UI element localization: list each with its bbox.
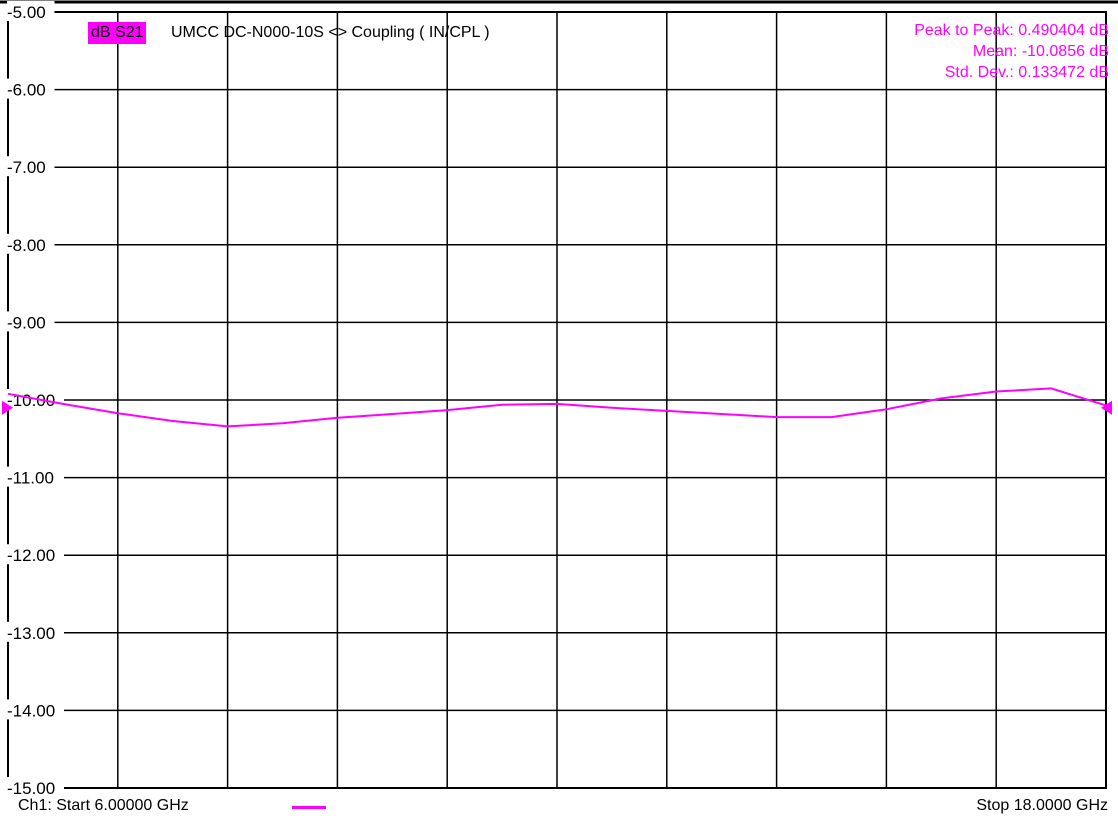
y-tick-label-bg xyxy=(7,621,64,642)
y-tick-label: -15.00 xyxy=(7,779,55,798)
trace-tag[interactable]: dB S21 xyxy=(88,22,147,44)
y-tick-label: -7.00 xyxy=(7,158,46,177)
y-tick-label-bg xyxy=(7,233,55,254)
y-tick-label: -9.00 xyxy=(7,313,46,332)
trace-title: UMCC DC-N000-10S <> Coupling ( IN/CPL ) xyxy=(171,24,490,41)
trace-legend-swatch xyxy=(292,806,326,809)
y-tick-label: -11.00 xyxy=(7,469,54,488)
trace-line xyxy=(7,387,1107,428)
right-reference-marker xyxy=(1101,400,1112,415)
peak-to-peak-readout: Peak to Peak: 0.490404 dB xyxy=(914,22,1109,39)
y-tick-label-bg xyxy=(7,78,55,99)
y-tick-label-bg xyxy=(7,777,64,797)
y-tick-label: -6.00 xyxy=(7,81,46,100)
stop-frequency-label: Stop 18.0000 GHz xyxy=(976,797,1108,814)
y-tick-label: -5.00 xyxy=(7,3,46,22)
trace-statistics: Peak to Peak: 0.490404 dB Mean: -10.0856… xyxy=(914,20,1109,83)
start-frequency-label: Ch1: Start 6.00000 GHz xyxy=(18,797,189,814)
y-tick-label: -14.00 xyxy=(7,701,55,720)
y-tick-label-bg xyxy=(7,544,64,565)
y-tick-label-bg xyxy=(7,1,55,21)
y-tick-label: -13.00 xyxy=(7,624,55,643)
y-tick-label-bg xyxy=(7,311,55,332)
y-tick-label-bg xyxy=(7,466,64,487)
y-tick-label-bg xyxy=(7,156,55,177)
left-reference-marker xyxy=(2,400,13,415)
y-tick-label-bg xyxy=(7,699,64,720)
y-tick-label: -12.00 xyxy=(7,546,55,565)
mean-readout: Mean: -10.0856 dB xyxy=(972,43,1109,60)
std-dev-readout: Std. Dev.: 0.133472 dB xyxy=(944,64,1109,81)
y-tick-label: -8.00 xyxy=(7,236,46,255)
